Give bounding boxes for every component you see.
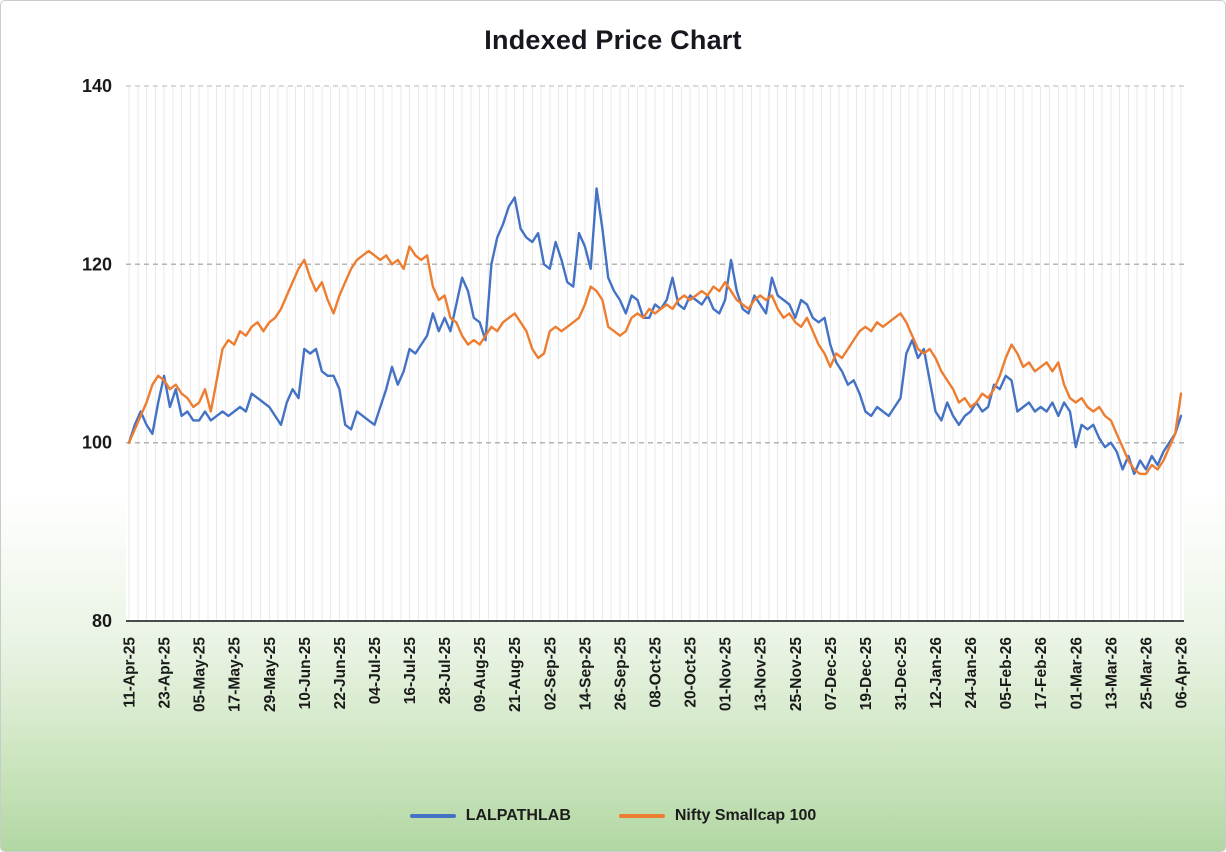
x-tick-label: 22-Jun-25 (332, 637, 349, 710)
legend-item-lalpathlab: LALPATHLAB (409, 807, 571, 825)
x-tick-label: 05-May-25 (192, 637, 209, 712)
x-tick-label: 26-Sep-25 (612, 637, 629, 711)
x-tick-label: 20-Oct-25 (683, 637, 700, 708)
legend-item-nifty-smallcap-100: Nifty Smallcap 100 (618, 807, 817, 825)
x-tick-label: 17-May-25 (227, 637, 244, 712)
chart-legend: LALPATHLAB Nifty Smallcap 100 (1, 807, 1225, 825)
x-tick-label: 31-Dec-25 (893, 637, 910, 711)
y-tick-label: 140 (82, 76, 112, 96)
x-tick-label: 25-Nov-25 (788, 637, 805, 711)
x-tick-label: 09-Aug-25 (472, 637, 489, 712)
lalpathlab-line-swatch (409, 814, 456, 818)
x-tick-label: 17-Feb-26 (1033, 637, 1050, 710)
x-tick-label: 19-Dec-25 (858, 637, 875, 711)
x-tick-label: 23-Apr-25 (157, 637, 174, 709)
x-tick-label: 12-Jan-26 (928, 637, 945, 709)
x-tick-label: 01-Nov-25 (718, 637, 735, 711)
x-tick-label: 11-Apr-25 (122, 637, 139, 708)
x-tick-label: 07-Dec-25 (823, 637, 840, 711)
series-line-nifty-smallcap-100 (127, 245, 1183, 476)
chart-title: Indexed Price Chart (484, 25, 742, 55)
x-tick-label: 25-Mar-26 (1138, 637, 1155, 710)
nifty-smallcap-legend-label: Nifty Smallcap 100 (674, 807, 817, 824)
x-tick-label: 21-Aug-25 (507, 637, 524, 712)
x-tick-label: 29-May-25 (262, 637, 279, 712)
series-line-lalpathlab (127, 187, 1183, 476)
x-tick-label: 04-Jul-25 (367, 637, 384, 705)
x-tick-label: 24-Jan-26 (963, 637, 980, 709)
x-tick-label: 08-Oct-25 (648, 637, 665, 708)
x-tick-label: 13-Nov-25 (753, 637, 770, 711)
indexed-price-chart: 140 120 100 80 11-Apr-25 23-Apr-25 05-May-25 17… (82, 76, 1191, 712)
y-tick-label: 80 (92, 611, 112, 631)
y-tick-label: 120 (82, 254, 112, 274)
x-tick-label: 16-Jul-25 (402, 637, 419, 705)
nifty-smallcap-line-swatch (618, 814, 665, 818)
x-tick-label: 10-Jun-25 (297, 637, 314, 710)
x-tick-label: 02-Sep-25 (542, 637, 559, 711)
x-tick-label: 01-Mar-26 (1068, 637, 1085, 710)
lalpathlab-legend-label: LALPATHLAB (465, 807, 571, 824)
x-tick-label: 28-Jul-25 (437, 637, 454, 705)
x-tick-label: 13-Mar-26 (1103, 637, 1120, 710)
x-tick-label: 14-Sep-25 (577, 637, 594, 711)
x-tick-label: 06-Apr-26 (1174, 637, 1191, 709)
y-tick-label: 100 (82, 433, 112, 453)
x-tick-label: 05-Feb-26 (998, 637, 1015, 710)
